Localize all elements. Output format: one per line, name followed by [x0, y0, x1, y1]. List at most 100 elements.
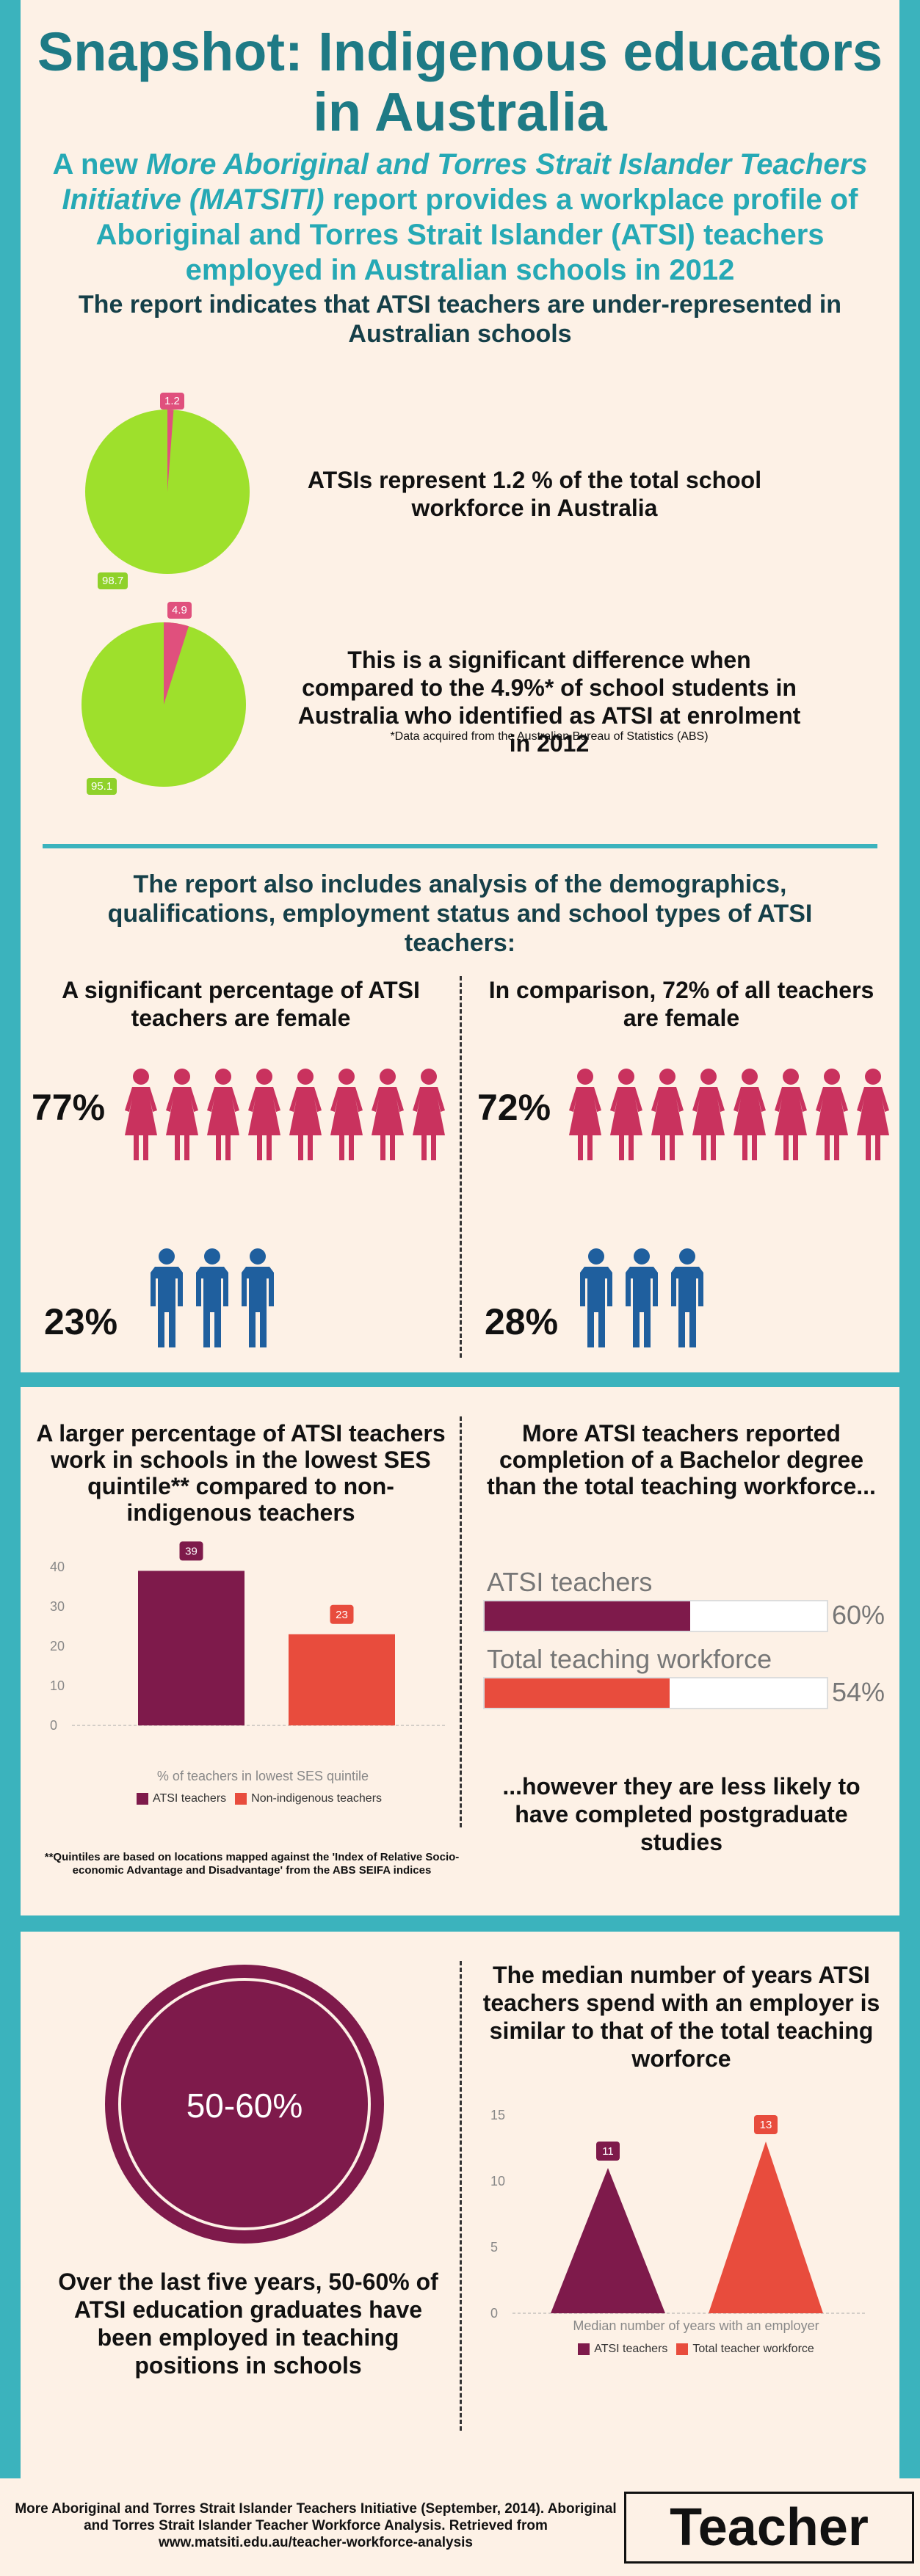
ses-value-badge: [330, 1604, 354, 1624]
demographics-heading: The report also includes analysis of the…: [107, 870, 813, 957]
right-female-pct: 72%: [477, 1087, 551, 1128]
female-person-icon: [413, 1069, 445, 1160]
ses-tick-label: 40: [50, 1560, 65, 1574]
degree-footer: ...however they are less likely to have …: [502, 1773, 861, 1855]
pie1-small-label: 1.2: [160, 393, 184, 410]
female-person-icon: [289, 1069, 322, 1160]
years-tick-label: 15: [490, 2108, 505, 2122]
female-person-icon: [166, 1069, 198, 1160]
degree-fill-total: [485, 1678, 670, 1708]
ses-bar-atsi: [138, 1571, 245, 1725]
years-title: The median number of years ATSI teachers…: [482, 1962, 880, 2072]
ses-legend-atsi: ATSI teachers: [136, 1792, 226, 1805]
ses-value-label: 23: [336, 1609, 348, 1621]
years-value-badge: [596, 2142, 620, 2161]
years-tick-label: 10: [490, 2174, 505, 2188]
male-person-icon: [626, 1248, 658, 1347]
pie1-text: ATSIs represent 1.2 % of the total schoo…: [307, 467, 762, 521]
degree-label-atsi: ATSI teachers: [487, 1567, 653, 1597]
degree-label-total: Total teaching workforce: [487, 1644, 772, 1674]
ses-tick-label: 0: [50, 1718, 57, 1733]
ses-y-axis: 40 30 20 10 0: [50, 1560, 65, 1733]
female-person-icon: [207, 1069, 239, 1160]
intro-panel: Snapshot: Indigenous educators in Austra…: [21, 0, 899, 1372]
years-triangle-atsi: [551, 2168, 665, 2313]
ses-bar-labels: 39 23: [179, 1541, 354, 1624]
female-person-icon: [651, 1069, 684, 1160]
female-person-icon: [692, 1069, 725, 1160]
page-title: Snapshot: Indigenous educators in Austra…: [37, 21, 883, 142]
years-tick-label: 0: [490, 2306, 498, 2321]
pie-chart-workforce: [85, 410, 250, 574]
citation: More Aboriginal and Torres Strait Island…: [15, 2501, 617, 2550]
male-person-icon: [196, 1248, 228, 1347]
years-value-badge: [754, 2115, 778, 2134]
female-person-icon: [569, 1069, 601, 1160]
pie-slice-small: [167, 410, 174, 492]
pie-slice-small: [164, 622, 189, 705]
ses-tick-label: 30: [50, 1599, 65, 1614]
ses-legend-non: Non-indigenous teachers: [235, 1792, 382, 1805]
years-value-label: 11: [602, 2145, 614, 2158]
degree-value-atsi: 60%: [832, 1600, 885, 1630]
grads-text: Over the last five years, 50-60% of ATSI…: [58, 2268, 438, 2379]
female-person-icon: [330, 1069, 363, 1160]
degree-track-atsi: [483, 1600, 828, 1632]
right-gender-title: In comparison, 72% of all teachers are f…: [488, 977, 874, 1031]
degree-fill-atsi: [485, 1601, 690, 1631]
ses-bar-non-indigenous: [289, 1634, 395, 1725]
ses-legend: ATSI teachers Non-indigenous teachers: [101, 1792, 417, 1805]
years-xlabel: Median number of years with an employer: [573, 2318, 819, 2333]
years-tick-label: 5: [490, 2240, 498, 2255]
ses-value-badge: [179, 1541, 203, 1561]
left-gender-title: A significant percentage of ATSI teacher…: [62, 977, 420, 1031]
years-legend-atsi: ATSI teachers: [578, 2343, 667, 2356]
grads-circle: [105, 1965, 384, 2244]
ses-tick-label: 10: [50, 1678, 65, 1693]
ses-value-label: 39: [185, 1545, 198, 1557]
degree-value-total: 54%: [832, 1677, 885, 1707]
ses-bar-chart: 40 30 20 10 0 39 23: [50, 1541, 446, 1733]
grads-circle-value: 50-60%: [186, 2086, 303, 2125]
female-person-icon: [734, 1069, 766, 1160]
female-person-icon: [125, 1069, 157, 1160]
panel3-divider: [460, 1961, 462, 2431]
abs-note: *Data acquired from the Australian Burea…: [390, 730, 709, 743]
male-icons-left: [151, 1248, 274, 1347]
ses-note: **Quintiles are based on locations mappe…: [44, 1851, 460, 1877]
degree-title: More ATSI teachers reported completion o…: [487, 1420, 876, 1499]
female-person-icon: [816, 1069, 848, 1160]
pie2-text: This is a significant difference when co…: [297, 647, 801, 757]
teacher-logo: Teacher: [624, 2492, 914, 2564]
female-icons-left: [125, 1069, 445, 1160]
male-icons-right: [580, 1248, 703, 1347]
male-person-icon: [151, 1248, 183, 1347]
subtitle-italic: More Aboriginal and Torres Strait Island…: [62, 148, 868, 216]
female-person-icon: [248, 1069, 280, 1160]
footer: More Aboriginal and Torres Strait Island…: [0, 2478, 920, 2576]
subtitle-part-b: report provides a workplace profile of A…: [95, 183, 858, 286]
pie2-large-label: 95.1: [87, 778, 117, 795]
male-person-icon: [580, 1248, 612, 1347]
years-value-label: 13: [760, 2119, 772, 2131]
ses-xlabel: % of teachers in lowest SES quintile: [156, 1769, 369, 1783]
years-legend-total: Total teacher workforce: [676, 2343, 814, 2356]
pie-chart-students: [82, 622, 246, 787]
employment-panel: 50-60% Over the last five years, 50-60% …: [21, 1932, 899, 2478]
degree-track-total: [483, 1677, 828, 1709]
years-triangle-total: [709, 2142, 823, 2313]
female-person-icon: [775, 1069, 807, 1160]
right-male-pct: 28%: [485, 1301, 559, 1342]
female-person-icon: [372, 1069, 404, 1160]
female-person-icon: [610, 1069, 642, 1160]
pie1-large-label: 98.7: [98, 572, 128, 589]
left-male-pct: 23%: [44, 1301, 118, 1342]
male-person-icon: [671, 1248, 703, 1347]
panel2-divider: [460, 1416, 462, 1827]
years-chart: 15 10 5 0 11 13: [490, 2108, 865, 2321]
female-person-icon: [857, 1069, 889, 1160]
pie2-small-label: 4.9: [167, 602, 192, 619]
ses-title: A larger percentage of ATSI teachers wor…: [36, 1420, 446, 1526]
years-legend: ATSI teachers Total teacher workforce: [520, 2343, 872, 2356]
page-subtitle: A new More Aboriginal and Torres Strait …: [43, 147, 877, 288]
